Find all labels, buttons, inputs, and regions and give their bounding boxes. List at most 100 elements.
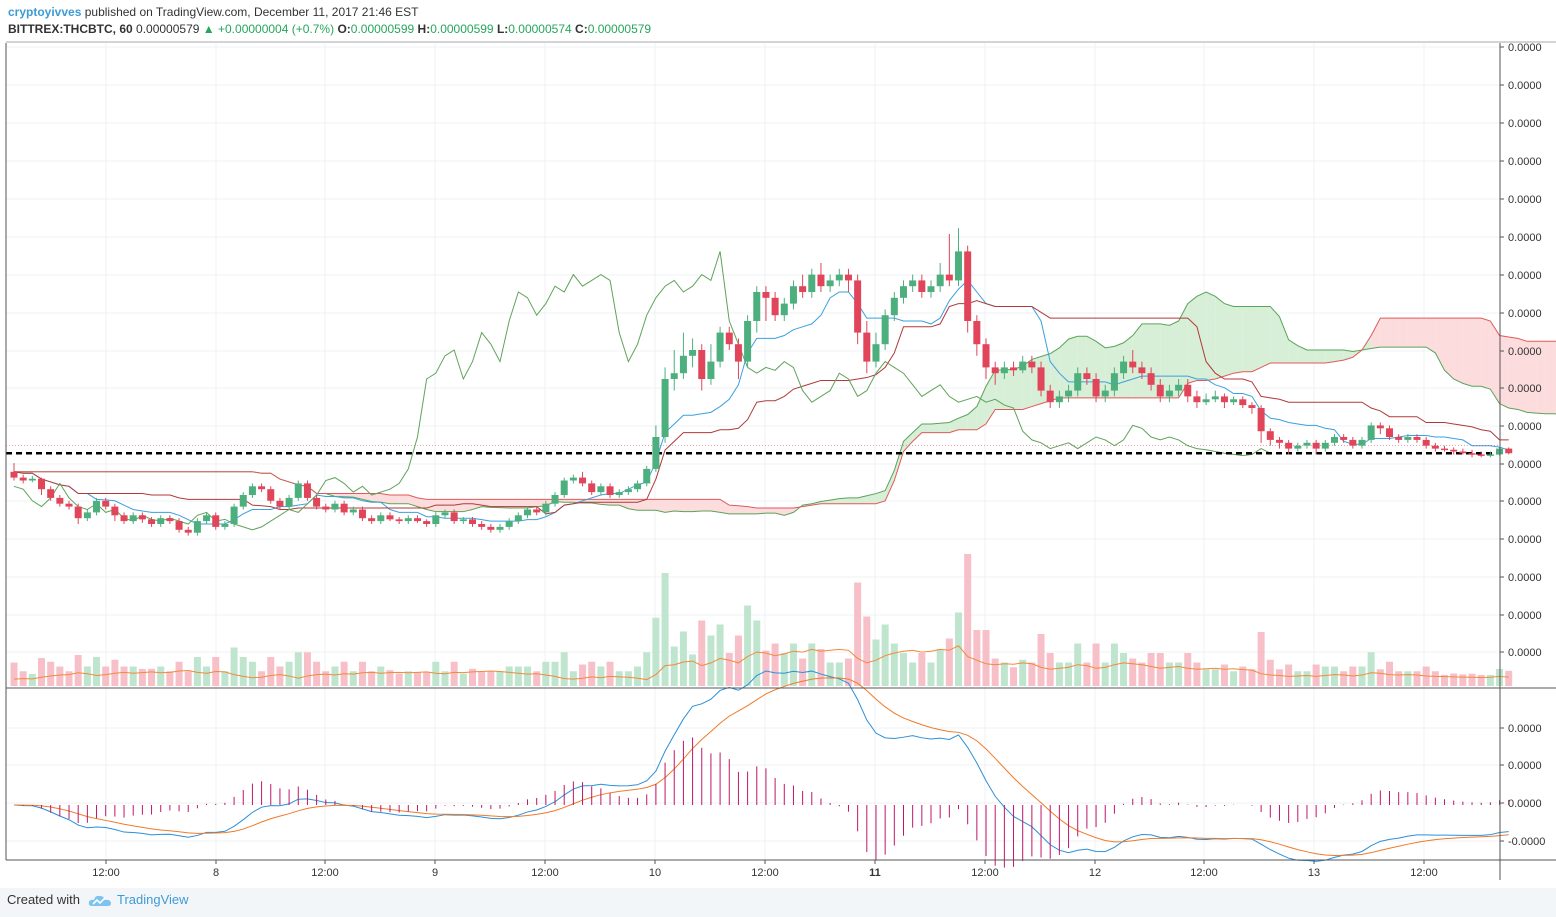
volume-bar <box>28 673 36 686</box>
y-tick-label: 0.0000 <box>1508 80 1542 92</box>
y-tick-label: 0.0000 <box>1508 232 1542 244</box>
candle-body <box>322 506 330 510</box>
candle-body <box>1028 361 1036 368</box>
candle-body <box>909 280 917 287</box>
last-price: 0.00000579 <box>136 22 200 36</box>
candle-body <box>1101 390 1109 397</box>
candle-body <box>469 519 476 524</box>
volume-bar <box>514 666 522 686</box>
candle-body <box>65 503 73 507</box>
candle-body <box>597 486 605 493</box>
volume-bar <box>1294 671 1302 686</box>
volume-bar <box>606 661 614 686</box>
candle-body <box>927 286 935 292</box>
candle-body <box>808 274 816 292</box>
time-axis[interactable]: 12:00 8 12:00 9 12:00 10 12:00 11 12:00 12 12:00 13… <box>92 860 1438 879</box>
volume-bar <box>945 638 953 686</box>
candle-body <box>945 274 953 281</box>
candle-body <box>606 486 614 495</box>
volume-bar <box>1037 634 1045 686</box>
cloud-segment <box>1462 318 1473 387</box>
volume-bar <box>404 671 412 686</box>
volume-bar <box>872 639 880 686</box>
candle-body <box>496 526 504 530</box>
volume-bar <box>469 668 476 686</box>
up-arrow-icon: ▲ <box>202 22 215 36</box>
candle-body <box>83 512 91 519</box>
volume-bar <box>1248 669 1256 686</box>
cloud-segment <box>1022 359 1032 410</box>
volume-bar <box>1266 659 1274 686</box>
volume-bar <box>1303 671 1311 686</box>
volume-bar <box>129 666 137 686</box>
candle-body <box>698 350 706 379</box>
volume-bar <box>1468 673 1476 686</box>
tradingview-link[interactable]: TradingView <box>117 892 189 907</box>
candle-body <box>542 503 550 513</box>
ichimoku-cloud <box>252 292 1556 516</box>
cloud-segment <box>637 499 647 511</box>
symbol-label: BITTREX:THCBTC, 60 <box>8 22 133 36</box>
volume-bar <box>230 647 238 686</box>
volume-bar <box>964 554 972 686</box>
candle-body <box>423 521 431 524</box>
candle-body <box>780 303 788 316</box>
candle-body <box>1175 384 1183 391</box>
volume-bar <box>1184 653 1192 686</box>
candle-body <box>744 321 752 362</box>
candle-body <box>1468 453 1476 455</box>
macd-line <box>13 670 1509 862</box>
author-link[interactable]: cryptoyivves <box>8 5 82 19</box>
volume-bar <box>725 653 733 686</box>
chart-frame <box>5 41 1556 880</box>
volume-bar <box>1239 666 1247 686</box>
candle-body <box>166 518 174 522</box>
candle-body <box>643 468 651 484</box>
candle-body <box>450 512 458 522</box>
candle-body <box>1129 361 1137 368</box>
cloud-segment <box>1306 350 1317 364</box>
volume-bar <box>65 671 73 686</box>
cloud-segment <box>1444 318 1454 379</box>
candle-body <box>1211 396 1219 400</box>
volume-bar <box>1010 667 1018 686</box>
volume-bar <box>899 653 907 686</box>
cloud-segment <box>1371 318 1381 349</box>
candle-body <box>1257 408 1265 432</box>
volume-bar <box>413 672 421 686</box>
volume-bar <box>991 658 999 686</box>
y-tick-label: 0.0000 <box>1508 118 1542 130</box>
cloud-segment <box>1508 336 1518 410</box>
cloud-segment <box>674 499 684 512</box>
candle-body <box>1312 442 1320 449</box>
candle-body <box>1266 431 1274 440</box>
macd-pane <box>13 670 1510 868</box>
candle-body <box>1285 442 1293 449</box>
candle-body <box>258 486 266 490</box>
cloud-segment <box>1132 323 1142 398</box>
cloud-segment <box>1334 350 1344 362</box>
volume-bar <box>560 652 568 686</box>
cloud-segment <box>692 499 702 512</box>
cloud-segment <box>371 493 381 503</box>
volume-bar <box>698 620 706 686</box>
candle-body <box>1193 396 1201 403</box>
candle-body <box>19 477 27 481</box>
cloud-segment <box>967 406 977 430</box>
cloud-segment <box>1160 323 1170 398</box>
volume-bar <box>1083 662 1091 686</box>
candle-body <box>432 515 440 524</box>
volume-bar <box>1211 669 1219 686</box>
price-axis[interactable]: 0.0000 0.0000 0.0000 0.0000 0.0000 0.0000 0.00… <box>1500 42 1545 848</box>
candle-body <box>377 515 385 522</box>
price-chart[interactable]: 0.0000 0.0000 0.0000 0.0000 0.0000 0.0000 0.00… <box>0 0 1556 888</box>
volume-bar <box>157 666 165 686</box>
volume-bar <box>1330 666 1338 686</box>
signal-line <box>13 677 1509 856</box>
open-label: O: <box>337 22 351 36</box>
candle-body <box>505 521 513 527</box>
candle-body <box>248 486 256 495</box>
candle-body <box>844 274 852 281</box>
cloud-segment <box>1279 316 1289 364</box>
candle-body <box>74 506 82 519</box>
